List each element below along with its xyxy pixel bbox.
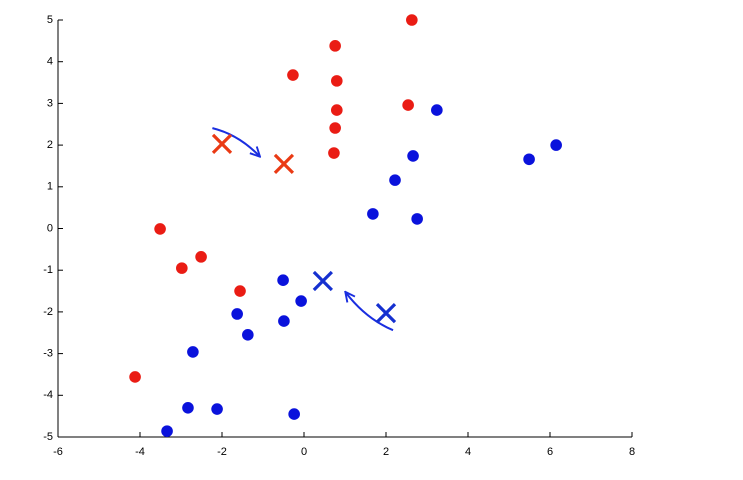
- point: [328, 147, 340, 159]
- point: [411, 213, 423, 225]
- y-tick-label: 3: [47, 97, 53, 109]
- point: [288, 408, 300, 420]
- y-tick-label: 0: [47, 222, 53, 234]
- point: [402, 99, 414, 111]
- point: [231, 308, 243, 320]
- point: [406, 14, 418, 26]
- y-tick-label: -5: [43, 431, 53, 443]
- point: [129, 371, 141, 383]
- point: [234, 285, 246, 297]
- x-tick-label: -4: [135, 446, 145, 458]
- y-tick-label: -3: [43, 348, 53, 360]
- point: [367, 208, 379, 220]
- point: [407, 150, 419, 162]
- point: [431, 104, 443, 116]
- point: [329, 122, 341, 134]
- point: [550, 139, 562, 151]
- point: [278, 315, 290, 327]
- point: [195, 251, 207, 263]
- y-tick-label: -4: [43, 389, 53, 401]
- arrow: [346, 293, 394, 332]
- x-tick-label: 0: [301, 446, 307, 458]
- point: [389, 174, 401, 186]
- arrow: [212, 127, 259, 156]
- point: [295, 295, 307, 307]
- point: [331, 75, 343, 87]
- point: [331, 104, 343, 116]
- y-tick-label: -1: [43, 264, 53, 276]
- x-tick-label: 6: [547, 446, 553, 458]
- point: [287, 69, 299, 81]
- y-tick-label: 2: [47, 139, 53, 151]
- centroid: [273, 153, 295, 174]
- y-tick-label: 1: [47, 181, 53, 193]
- y-tick-label: 5: [47, 14, 53, 26]
- point: [211, 403, 223, 415]
- point: [161, 425, 173, 437]
- point: [523, 153, 535, 166]
- centroid: [375, 303, 397, 324]
- point: [187, 346, 199, 358]
- centroid: [211, 133, 233, 154]
- centroid: [312, 270, 333, 292]
- x-tick-label: 4: [465, 446, 471, 458]
- point: [242, 329, 254, 341]
- y-tick-label: 4: [47, 56, 53, 68]
- point: [176, 262, 188, 274]
- x-tick-label: 8: [629, 446, 635, 458]
- point: [154, 223, 166, 235]
- point: [277, 274, 289, 287]
- x-tick-label: 2: [383, 446, 389, 458]
- x-tick-label: -6: [53, 446, 63, 458]
- point: [329, 40, 341, 52]
- x-tick-label: -2: [217, 446, 227, 458]
- y-tick-label: -2: [43, 306, 53, 318]
- point: [182, 402, 194, 414]
